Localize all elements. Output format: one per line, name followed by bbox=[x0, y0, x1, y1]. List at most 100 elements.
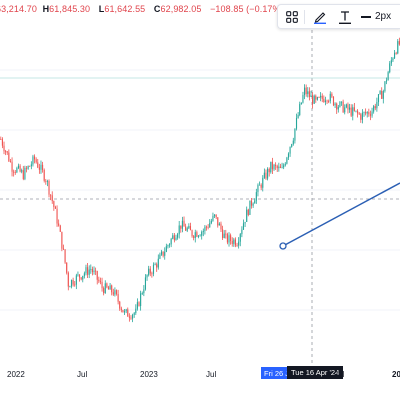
candle-body bbox=[172, 235, 174, 239]
text-color-button[interactable] bbox=[334, 6, 356, 27]
candle-body bbox=[98, 279, 100, 282]
candle-body bbox=[59, 225, 61, 232]
candle-body bbox=[289, 146, 291, 154]
candle-body bbox=[53, 201, 55, 208]
candle-body bbox=[254, 200, 256, 204]
candle-body bbox=[331, 93, 333, 97]
candle-body bbox=[30, 164, 32, 167]
candle-body bbox=[267, 168, 269, 179]
candle-body bbox=[379, 90, 381, 95]
candle-body bbox=[115, 290, 118, 295]
candle-body bbox=[213, 214, 216, 216]
candle-body bbox=[268, 168, 270, 173]
candle-body bbox=[303, 87, 306, 95]
time-axis[interactable]: 2022 Jul 2023 Jul Fri 26 Ja Tue 16 Apr '… bbox=[0, 364, 400, 400]
candle-body bbox=[32, 156, 34, 165]
candle-body bbox=[164, 251, 166, 256]
candle-body bbox=[292, 140, 294, 145]
candle-body bbox=[225, 233, 227, 235]
candle-body bbox=[196, 232, 198, 237]
candle-body bbox=[215, 214, 217, 218]
candle-body bbox=[263, 172, 265, 178]
toolbar-separator bbox=[304, 9, 305, 24]
candle-body bbox=[114, 290, 116, 295]
candle-body bbox=[332, 96, 335, 106]
candle-body bbox=[17, 165, 20, 169]
trend-line-handle[interactable] bbox=[279, 242, 287, 250]
candle-body bbox=[123, 311, 126, 313]
candle-body bbox=[91, 268, 93, 273]
candle-body bbox=[167, 245, 169, 247]
candle-body bbox=[99, 281, 102, 283]
price-chart[interactable] bbox=[0, 0, 400, 364]
candle-body bbox=[297, 115, 299, 119]
candle-body bbox=[64, 249, 66, 263]
candle-body bbox=[275, 164, 277, 167]
candle-body bbox=[173, 235, 175, 241]
candle-body bbox=[246, 209, 248, 222]
candle-body bbox=[369, 114, 372, 116]
candle-body bbox=[128, 316, 130, 318]
candle-body bbox=[348, 107, 351, 110]
candle-body bbox=[127, 309, 129, 317]
candle-body bbox=[397, 41, 399, 54]
candle-body bbox=[234, 239, 237, 246]
candle-body bbox=[345, 104, 347, 108]
candle-body bbox=[207, 226, 209, 228]
open-value: 63,214.70 bbox=[0, 4, 37, 14]
candle-body bbox=[278, 166, 280, 169]
candle-body bbox=[1, 139, 3, 146]
candle-body bbox=[141, 293, 143, 294]
candle-body bbox=[38, 167, 40, 170]
candle-body bbox=[95, 270, 97, 272]
candle-body bbox=[144, 277, 147, 290]
candle-body bbox=[74, 284, 76, 286]
candle-body bbox=[45, 180, 47, 182]
candle-body bbox=[159, 254, 161, 259]
line-color-button[interactable] bbox=[309, 6, 331, 27]
candle-body bbox=[313, 95, 315, 104]
candle-body bbox=[305, 87, 307, 95]
candle-body bbox=[233, 239, 235, 244]
candle-body bbox=[250, 200, 253, 206]
candle-body bbox=[8, 152, 10, 162]
template-button[interactable] bbox=[281, 6, 303, 27]
candle-body bbox=[291, 144, 293, 147]
candle-body bbox=[151, 273, 153, 275]
candle-body bbox=[373, 106, 375, 112]
candle-body bbox=[350, 107, 352, 116]
candle-body bbox=[241, 229, 243, 235]
candle-body bbox=[329, 93, 331, 102]
line-width-button[interactable]: 2px bbox=[361, 11, 391, 22]
candle-body bbox=[347, 104, 349, 110]
candle-body bbox=[33, 156, 36, 160]
candle-body bbox=[382, 91, 384, 99]
candle-body bbox=[249, 200, 251, 215]
candle-body bbox=[154, 264, 156, 266]
candle-body bbox=[371, 111, 373, 116]
candle-body bbox=[75, 275, 77, 285]
candle-body bbox=[258, 184, 261, 186]
time-tick: 20 bbox=[392, 370, 400, 379]
candle-body bbox=[328, 101, 330, 102]
grid-lines bbox=[0, 69, 400, 311]
candle-body bbox=[109, 285, 111, 290]
candle-body bbox=[385, 80, 388, 82]
candle-body bbox=[247, 209, 249, 215]
candle-body bbox=[85, 267, 87, 274]
candle-body bbox=[244, 221, 246, 224]
candle-body bbox=[239, 234, 241, 242]
candle-body bbox=[138, 302, 140, 307]
candle-body bbox=[265, 172, 267, 179]
candle-body bbox=[220, 223, 222, 230]
candle-body bbox=[302, 94, 304, 103]
candle-body bbox=[106, 283, 108, 288]
candle-body bbox=[365, 112, 367, 114]
candle-body bbox=[101, 281, 103, 289]
candle-body bbox=[82, 275, 84, 280]
candles bbox=[0, 37, 400, 323]
trend-line[interactable] bbox=[282, 182, 400, 247]
candle-body bbox=[58, 223, 60, 226]
candle-body bbox=[222, 229, 224, 238]
